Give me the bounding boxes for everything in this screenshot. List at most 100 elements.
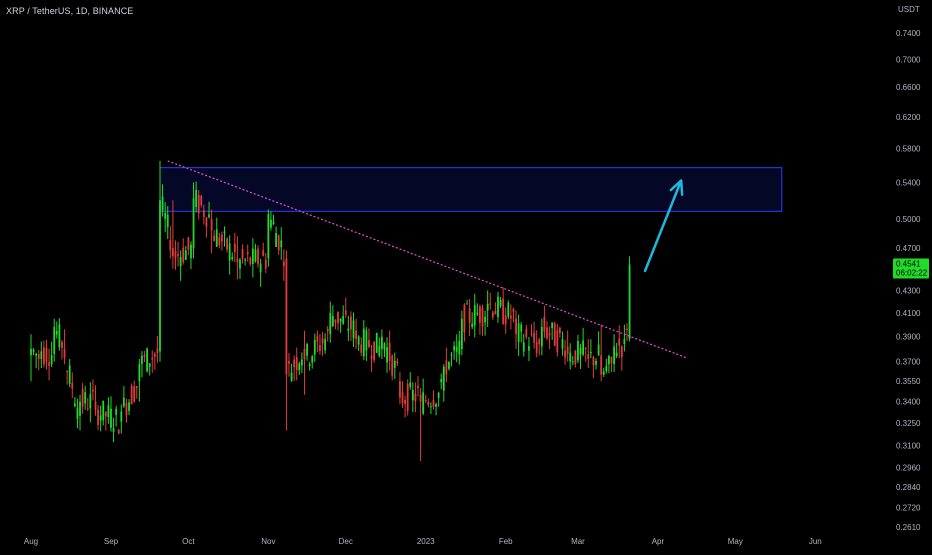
- candle: [445, 347, 448, 383]
- candle: [344, 297, 347, 319]
- candle-body: [368, 340, 370, 347]
- candle: [210, 209, 213, 254]
- candle-body: [76, 408, 79, 419]
- candle-body: [455, 346, 458, 352]
- candle-body: [383, 343, 386, 350]
- candle: [494, 302, 497, 315]
- candle-body: [151, 357, 154, 360]
- candle: [587, 339, 590, 369]
- candle-body: [497, 296, 499, 317]
- candle-body: [502, 298, 505, 324]
- candle: [104, 410, 107, 431]
- candle-body: [602, 371, 605, 375]
- candle-body: [293, 359, 296, 368]
- candle-body: [422, 392, 425, 414]
- candle-body: [30, 348, 32, 356]
- candle: [404, 395, 406, 418]
- candle: [313, 333, 316, 362]
- candle: [285, 250, 288, 431]
- candle-body: [192, 198, 195, 249]
- candle-body: [259, 263, 262, 273]
- candle: [84, 385, 87, 410]
- candle: [556, 323, 559, 357]
- candle: [437, 391, 440, 407]
- candle: [448, 361, 450, 371]
- candle: [628, 256, 631, 342]
- candle-body: [68, 365, 71, 384]
- candle-body: [267, 214, 270, 259]
- candle-body: [55, 330, 58, 335]
- candle-body: [373, 341, 376, 361]
- candle: [424, 394, 427, 403]
- last-price-tag: [893, 258, 929, 279]
- candle: [517, 314, 520, 356]
- candle-body: [579, 347, 582, 355]
- candle: [298, 361, 301, 375]
- candle: [32, 348, 35, 356]
- candle: [509, 304, 512, 330]
- candle: [419, 387, 422, 461]
- candle-body: [270, 219, 272, 228]
- candle: [92, 379, 94, 401]
- candle: [613, 334, 615, 372]
- candle: [71, 372, 74, 399]
- candle-body: [244, 259, 247, 261]
- candle: [579, 343, 582, 369]
- candle: [282, 249, 285, 281]
- candle: [566, 330, 569, 362]
- candle: [463, 303, 466, 342]
- candle: [409, 372, 412, 390]
- candle-body: [73, 403, 76, 407]
- candle-body: [339, 318, 342, 322]
- candle-body: [615, 352, 618, 357]
- candle-body: [595, 361, 597, 365]
- candle: [30, 334, 32, 382]
- candle-body: [344, 310, 347, 316]
- candle: [324, 333, 327, 354]
- candle-body: [546, 327, 548, 338]
- candle: [208, 201, 210, 219]
- candle-body: [122, 397, 125, 407]
- candle-body: [213, 235, 216, 242]
- candle: [432, 390, 435, 410]
- candle: [574, 350, 577, 368]
- candle-body: [146, 348, 148, 372]
- candle-body: [141, 355, 143, 364]
- candle-body: [303, 348, 306, 360]
- candle: [179, 250, 182, 281]
- candle-body: [79, 401, 81, 416]
- candle-body: [386, 347, 388, 363]
- candle: [303, 330, 306, 395]
- candle-body: [404, 399, 406, 404]
- candle-body: [515, 318, 517, 335]
- candle-body: [195, 189, 198, 207]
- y-tick-label: 0.7000: [896, 55, 921, 64]
- candle-body: [200, 195, 203, 206]
- candle-body: [197, 194, 200, 214]
- candle: [608, 354, 610, 374]
- candle: [334, 319, 337, 330]
- candle: [569, 343, 572, 370]
- candle: [228, 235, 231, 275]
- candle: [489, 292, 492, 310]
- candle: [197, 190, 200, 220]
- candle-body: [324, 339, 327, 351]
- candle: [553, 321, 556, 347]
- currency-label: USDT: [898, 5, 920, 14]
- candle: [190, 241, 192, 270]
- candle: [417, 376, 419, 397]
- candle-body: [221, 234, 223, 242]
- candle-body: [135, 386, 138, 388]
- candle: [440, 373, 443, 390]
- candle-body: [321, 338, 324, 344]
- candle-body: [58, 324, 61, 348]
- candle: [564, 339, 566, 365]
- candle: [89, 382, 92, 423]
- candle: [249, 256, 252, 267]
- y-tick-label: 0.4100: [896, 309, 921, 318]
- candle-body: [460, 318, 463, 349]
- candle-body: [494, 310, 497, 315]
- projection-arrow-head: [669, 179, 684, 196]
